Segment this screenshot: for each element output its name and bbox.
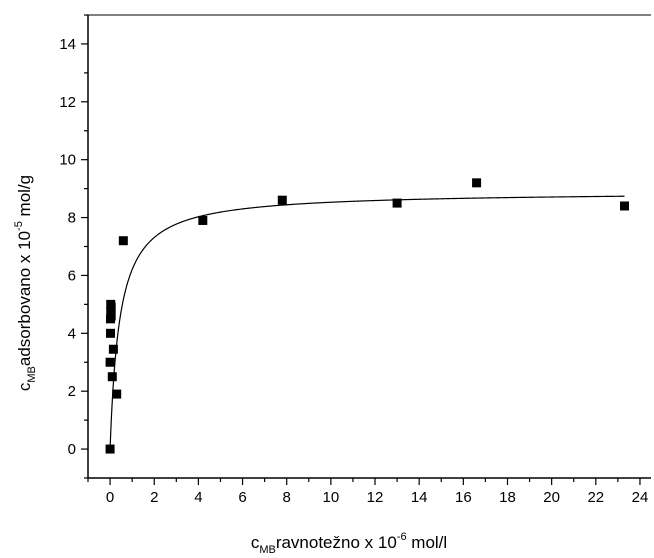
- data-point: [277, 195, 287, 205]
- x-tick-label: 0: [106, 489, 114, 506]
- data-point: [106, 311, 116, 321]
- y-tick-label: 0: [68, 441, 76, 458]
- x-tick-label: 6: [238, 489, 246, 506]
- data-point: [620, 201, 630, 211]
- x-tick-label: 20: [543, 489, 560, 506]
- y-axis-label: cMBadsorbovano x 10-5 mol/g: [13, 175, 38, 391]
- data-point: [106, 302, 116, 312]
- x-tick-label: 24: [632, 489, 649, 506]
- y-tick-label: 8: [68, 210, 76, 227]
- x-tick-label: 12: [367, 489, 384, 506]
- y-tick-label: 10: [59, 152, 76, 169]
- data-point: [112, 389, 122, 399]
- x-tick-label: 8: [283, 489, 291, 506]
- y-tick-label: 12: [59, 94, 76, 111]
- y-tick-label: 6: [68, 267, 76, 284]
- data-point: [105, 357, 115, 367]
- fit-curve: [109, 195, 625, 450]
- data-point: [392, 198, 402, 208]
- axes: [87, 14, 651, 479]
- x-axis-label: cMBravnotežno x 10-6 mol/l: [251, 531, 447, 556]
- x-tick-label: 4: [194, 489, 202, 506]
- data-point: [472, 178, 482, 188]
- data-point: [106, 328, 116, 338]
- x-tick-label: 2: [150, 489, 158, 506]
- x-tick-label: 16: [455, 489, 472, 506]
- data-point: [107, 372, 117, 382]
- y-tick-label: 2: [68, 383, 76, 400]
- y-tick-label: 4: [68, 325, 76, 342]
- x-tick-label: 18: [499, 489, 516, 506]
- x-tick-label: 10: [323, 489, 340, 506]
- fit-curve-line: [109, 195, 625, 450]
- data-point: [108, 344, 118, 354]
- data-points: [105, 178, 630, 454]
- data-point: [198, 215, 208, 225]
- y-tick-label: 14: [59, 36, 76, 53]
- x-tick-label: 14: [411, 489, 428, 506]
- data-point: [105, 444, 115, 454]
- x-tick-label: 22: [587, 489, 604, 506]
- data-point: [118, 236, 128, 246]
